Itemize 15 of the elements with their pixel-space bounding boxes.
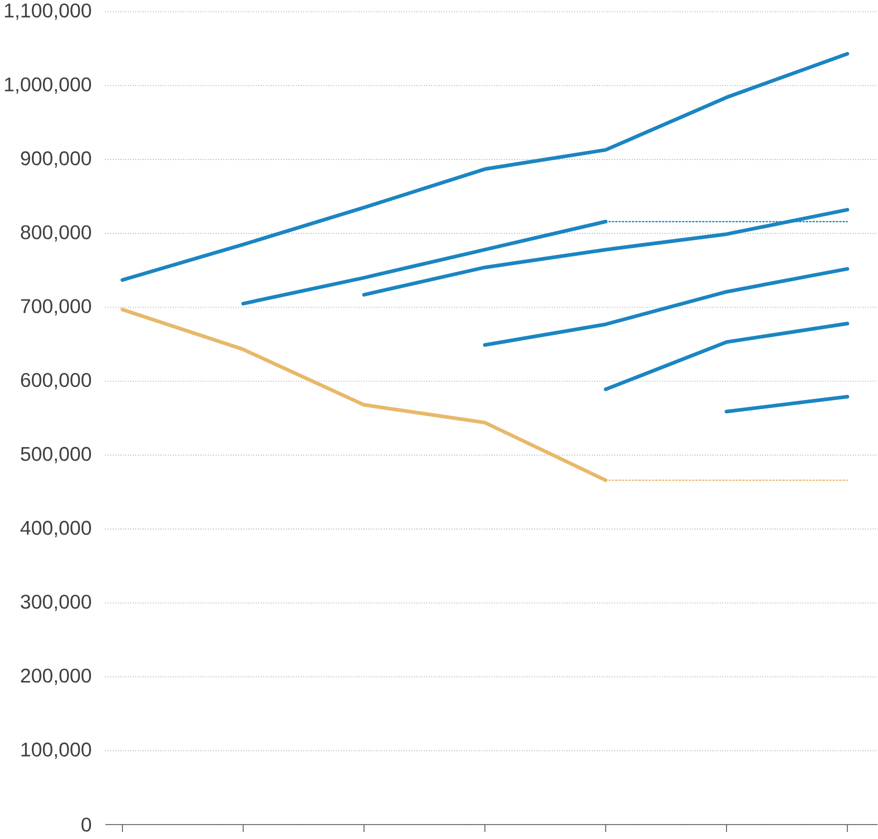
y-tick-label: 1,100,000: [4, 3, 92, 20]
y-tick-label: 500,000: [20, 446, 92, 464]
line-series: [483, 266, 850, 347]
line-series: [362, 208, 850, 296]
y-tick-label: 700,000: [21, 299, 92, 316]
y-tick-label: 0: [82, 818, 92, 832]
y-tick-label: 800,000: [20, 225, 92, 242]
y-tick-label: 900,000: [20, 151, 92, 168]
y-tick-label: 200,000: [21, 668, 92, 685]
y-tick-label: 300,000: [20, 594, 92, 612]
y-tick-label: 600,000: [21, 372, 92, 390]
y-tick-label: 100,000: [22, 742, 92, 759]
line-series: [120, 52, 850, 282]
y-tick-label: 1,000,000: [4, 77, 92, 94]
y-tick-label: 400,000: [20, 520, 92, 538]
